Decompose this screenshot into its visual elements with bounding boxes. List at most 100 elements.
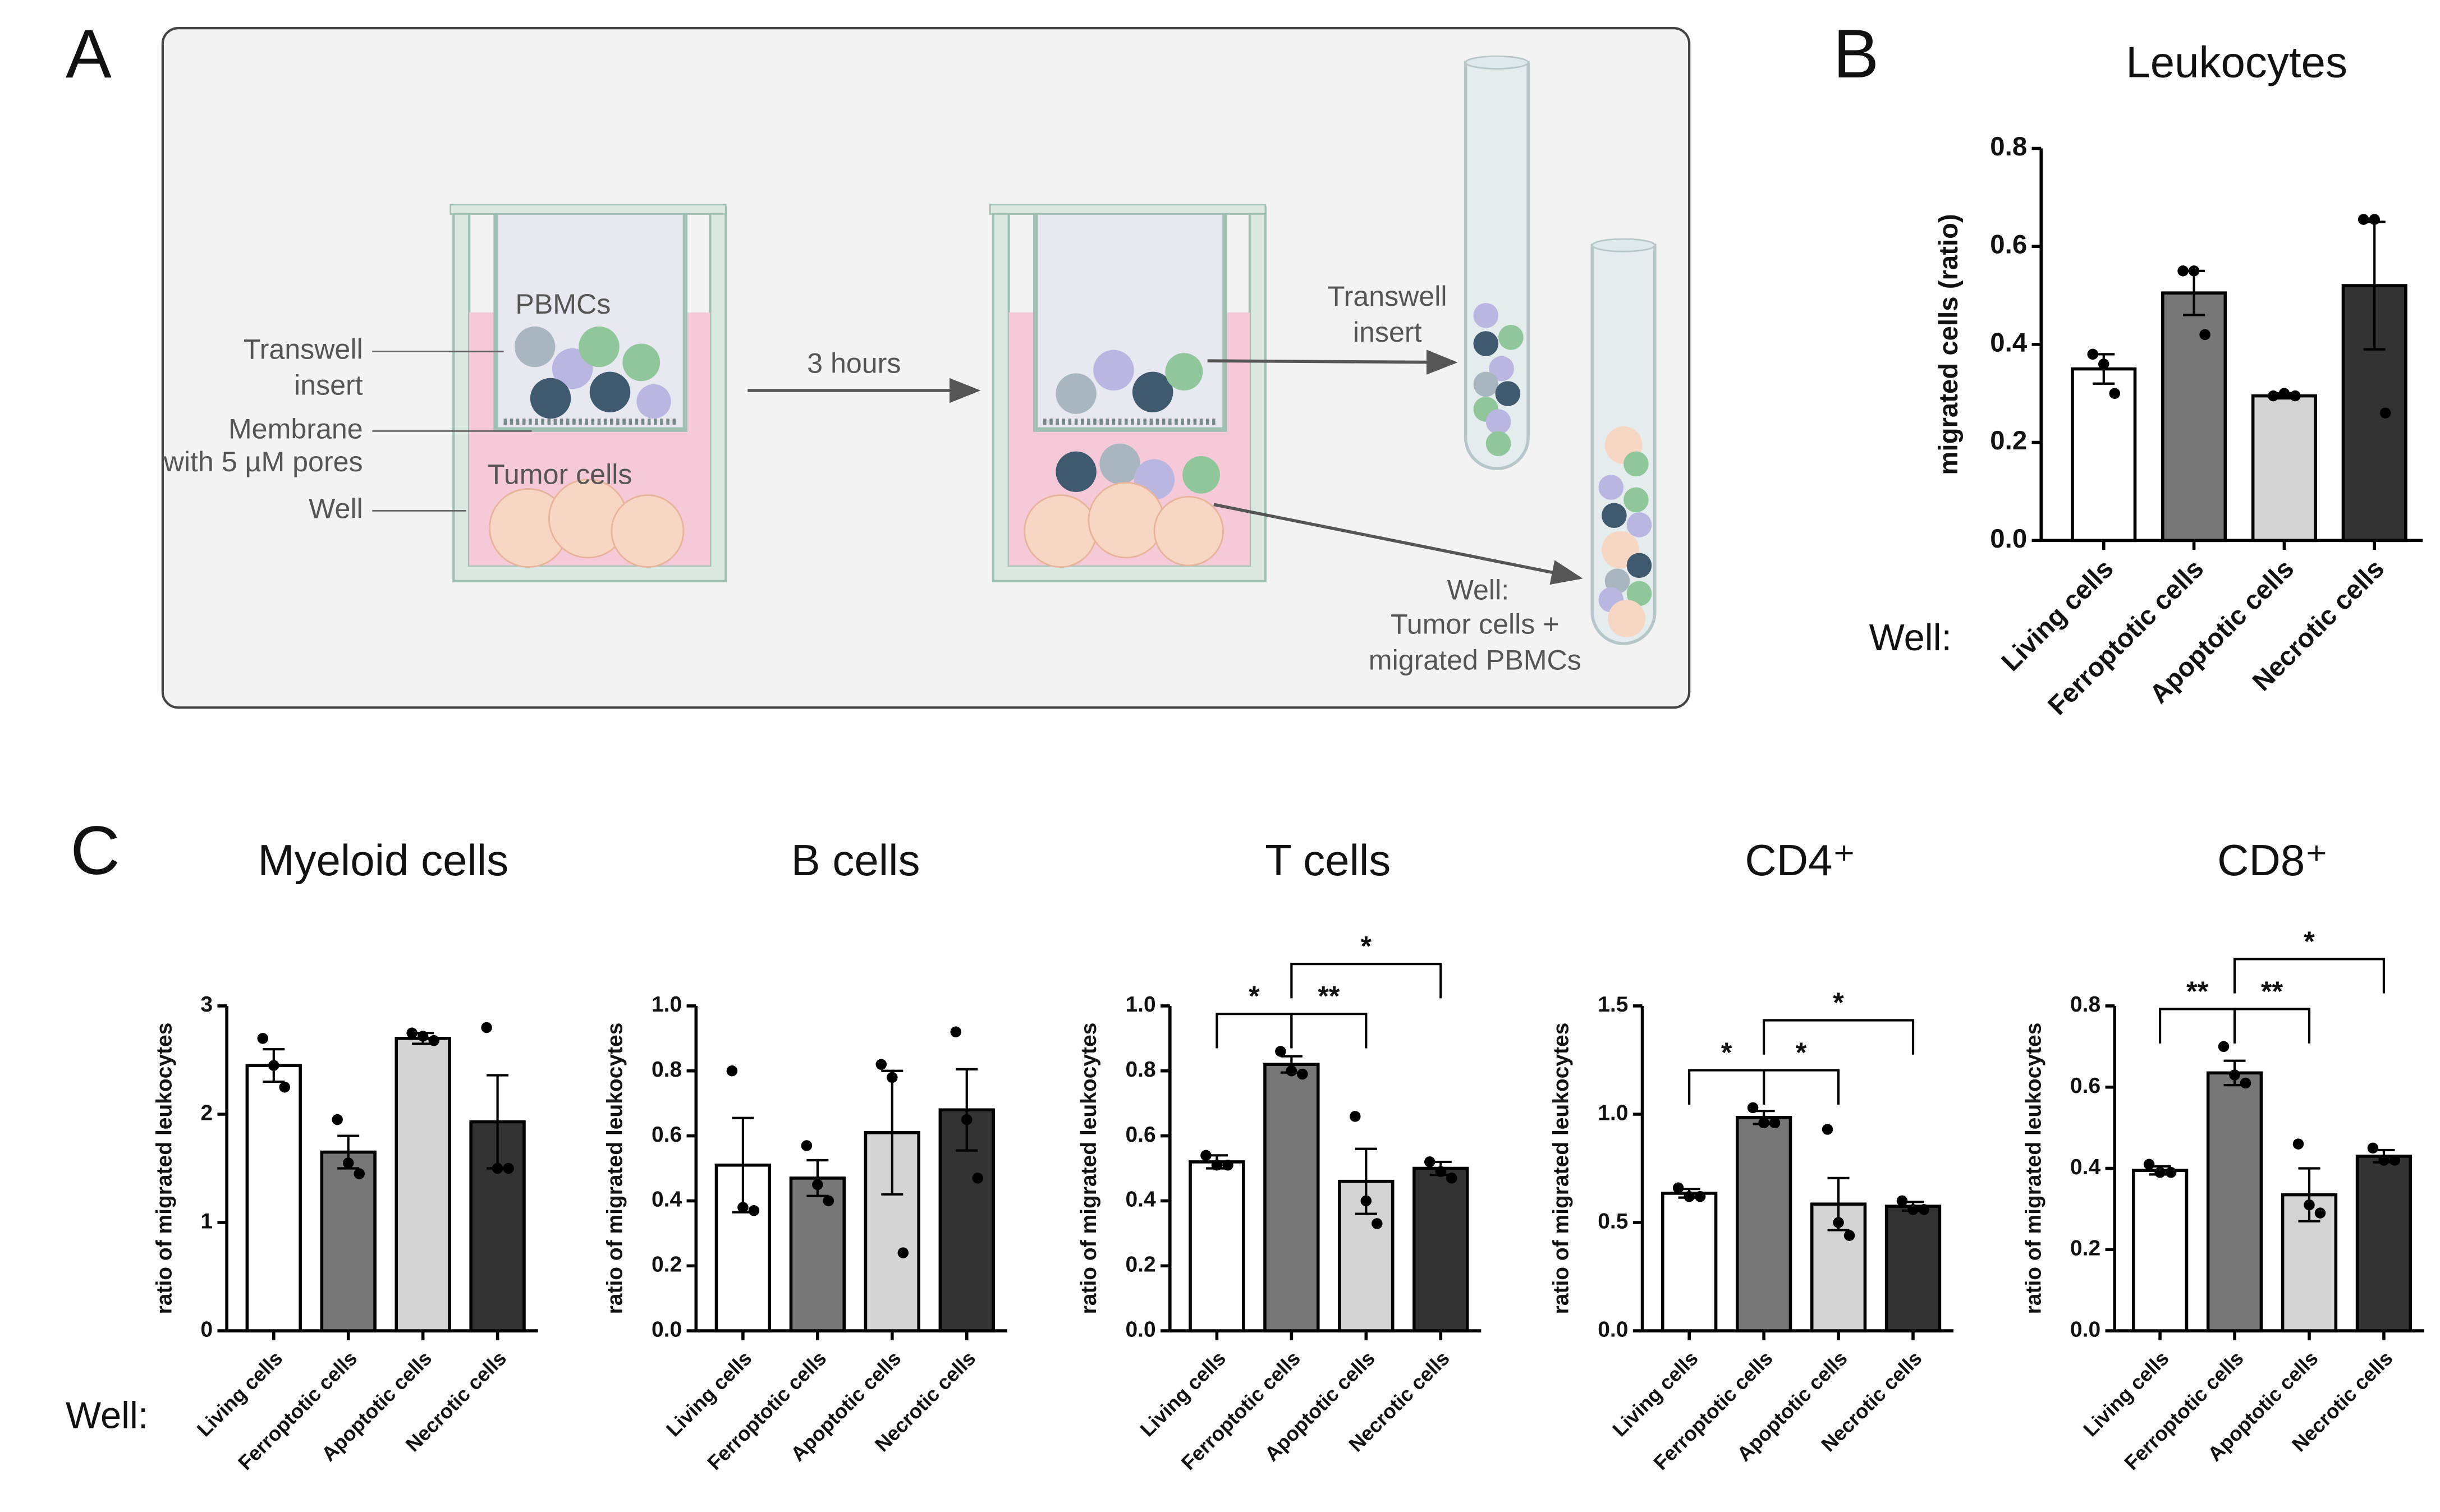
chart-title: Myeloid cells [258, 835, 509, 885]
data-point [1672, 1182, 1684, 1193]
bar [2071, 367, 2137, 543]
bar [864, 1131, 920, 1332]
data-point [2165, 1166, 2177, 1178]
significance-label: * [1833, 987, 1844, 1018]
data-point [1684, 1191, 1695, 1202]
bar [320, 1150, 377, 1332]
well [989, 204, 1267, 582]
y-tick-label: 0.0 [2070, 1317, 2100, 1341]
bar [2131, 1169, 2189, 1332]
y-tick-label: 0.4 [652, 1188, 682, 1212]
y-tick-label: 0.6 [652, 1123, 682, 1147]
significance-bracket [1290, 1013, 1368, 1049]
data-point [279, 1081, 291, 1093]
data-point [1694, 1191, 1706, 1202]
data-point [2314, 1207, 2326, 1219]
data-point [481, 1022, 492, 1033]
data-point [1424, 1156, 1435, 1168]
data-point [2143, 1159, 2155, 1170]
data-point [1907, 1204, 1919, 1215]
label: with 5 µM pores [163, 446, 363, 477]
y-tick-label: 0.5 [1598, 1209, 1628, 1233]
data-point [2292, 1138, 2304, 1150]
y-tick-label: 0.8 [1125, 1058, 1155, 1082]
label: migrated PBMCs [1369, 645, 1581, 676]
data-point [2109, 388, 2121, 399]
significance-bracket [2233, 1008, 2311, 1044]
bar [1735, 1115, 1792, 1332]
data-point [2268, 390, 2279, 402]
y-tick-label: 1.0 [1598, 1101, 1628, 1125]
label: Transwell [244, 334, 363, 365]
significance-bracket [1763, 1019, 1915, 1055]
y-tick-label: 0.4 [1125, 1188, 1156, 1212]
chart-title: B cells [791, 835, 920, 885]
data-point [354, 1168, 365, 1179]
significance-bracket [2159, 1008, 2236, 1044]
data-point [2229, 1069, 2240, 1081]
data-point [2240, 1077, 2251, 1089]
bar [2206, 1071, 2263, 1332]
data-point [1446, 1173, 1457, 1184]
error-bar [2298, 1167, 2320, 1223]
y-tick-label: 0.6 [2070, 1074, 2100, 1098]
data-point [1222, 1159, 1233, 1171]
data-point [492, 1162, 503, 1174]
bar [1412, 1166, 1469, 1332]
y-tick-label: 3 [200, 992, 213, 1017]
arrow [1213, 503, 1583, 585]
data-point [1758, 1117, 1769, 1129]
data-point [1435, 1166, 1447, 1178]
label: Well: [1447, 574, 1510, 605]
data-point [2290, 390, 2301, 402]
data-point [2378, 1155, 2389, 1166]
data-point [748, 1205, 760, 1216]
data-point [1833, 1217, 1844, 1228]
label: insert [1353, 316, 1422, 348]
data-point [1275, 1046, 1286, 1057]
data-point [823, 1195, 834, 1207]
panel-label: A [66, 15, 112, 92]
data-point [1918, 1204, 1930, 1215]
y-tick-label: 1.0 [1125, 992, 1155, 1017]
data-point [972, 1173, 984, 1184]
bar [2355, 1155, 2413, 1332]
data-point [2154, 1166, 2166, 1178]
y-tick-label: 0.8 [1990, 132, 2027, 162]
significance-label: * [1249, 981, 1260, 1012]
bar [1884, 1205, 1942, 1332]
significance-label: * [1721, 1037, 1732, 1068]
x-axis-label: Well: [66, 1395, 148, 1437]
data-point [406, 1027, 418, 1038]
label: insert [294, 370, 363, 401]
y-tick-label: 0.4 [1990, 328, 2028, 357]
data-point [332, 1114, 343, 1125]
tube [1590, 238, 1657, 645]
panel-label: B [1833, 15, 1879, 92]
significance-bracket [2233, 958, 2386, 994]
significance-label: * [2304, 926, 2315, 957]
data-point [1896, 1195, 1908, 1207]
y-axis-label: migrated cells (ratio) [1934, 214, 1964, 475]
y-tick-label: 0.2 [1990, 426, 2027, 456]
tube [1464, 55, 1530, 470]
data-point [1211, 1159, 1223, 1171]
data-point [2369, 214, 2380, 225]
y-tick-label: 0.4 [2070, 1155, 2101, 1179]
label: PBMCs [515, 288, 611, 320]
label: Membrane [228, 413, 363, 445]
data-point [2358, 214, 2369, 225]
data-point [887, 1072, 898, 1083]
y-axis-label: ratio of migrated leukocytes [153, 1023, 177, 1315]
chart-title: CD8⁺ [2217, 835, 2328, 885]
data-point [1286, 1065, 1297, 1077]
data-point [417, 1031, 429, 1042]
y-axis-label: ratio of migrated leukocytes [603, 1023, 627, 1315]
y-tick-label: 0.8 [2070, 992, 2100, 1017]
data-point [1372, 1218, 1383, 1229]
y-tick-label: 0.6 [1125, 1123, 1155, 1147]
y-tick-label: 0.0 [652, 1317, 682, 1341]
significance-bracket [1763, 1069, 1840, 1105]
data-point [1822, 1124, 1833, 1135]
